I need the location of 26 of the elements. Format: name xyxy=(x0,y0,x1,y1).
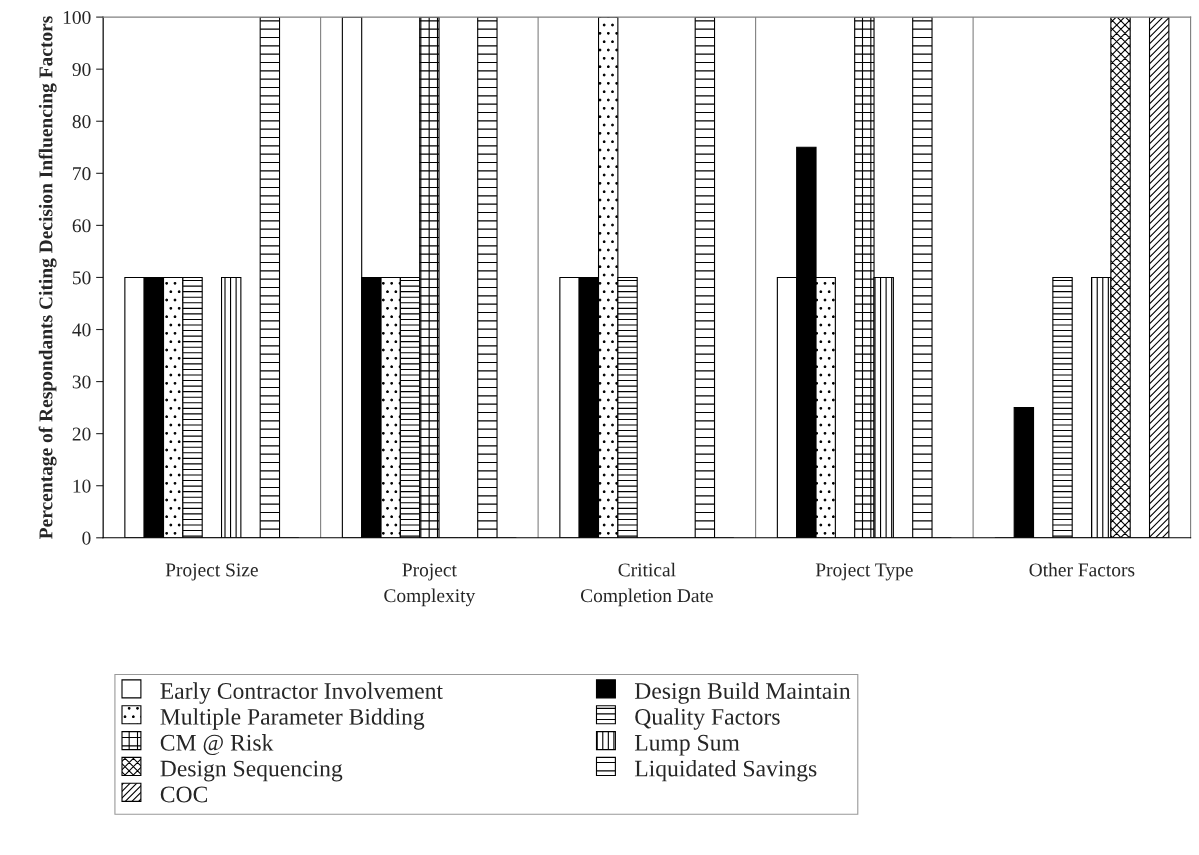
y-tick-label: 100 xyxy=(63,10,91,25)
y-tick-label: 70 xyxy=(73,167,91,181)
x-tick-label: Project Type xyxy=(815,563,913,581)
legend-label: Lump Sum xyxy=(634,734,740,756)
legend-label: CM @ Risk xyxy=(160,734,274,755)
legend-label: COC xyxy=(160,786,208,803)
x-tick-label: Project Complexity xyxy=(384,563,476,607)
legend-label: Design Build Maintain xyxy=(634,682,851,704)
y-tick-label: 90 xyxy=(72,62,91,77)
y-tick-label: 20 xyxy=(72,427,91,441)
legend-label: Early Contractor Involvement xyxy=(160,682,443,704)
legend-label: Liquidated Savings xyxy=(634,759,817,782)
y-tick-label: 0 xyxy=(82,531,91,545)
y-axis-title: Percentage of Respondants Citing Decision Influencing Factors xyxy=(38,16,57,539)
y-tick-label: 60 xyxy=(72,219,91,233)
legend-label: Design Sequencing xyxy=(160,760,343,782)
x-tick-label: Other Factors xyxy=(1029,562,1135,577)
y-tick-label: 40 xyxy=(72,323,91,337)
x-tick-label: Critical Completion Date xyxy=(580,562,713,607)
y-tick-label: 80 xyxy=(72,115,91,129)
legend-label: Multiple Parameter Bidding xyxy=(160,708,425,730)
x-tick-label: Project Size xyxy=(165,563,258,581)
y-tick-label: 10 xyxy=(73,479,91,493)
y-tick-label: 30 xyxy=(72,375,91,389)
legend-label: Quality Factors xyxy=(635,708,780,730)
y-tick-label: 50 xyxy=(72,271,91,285)
